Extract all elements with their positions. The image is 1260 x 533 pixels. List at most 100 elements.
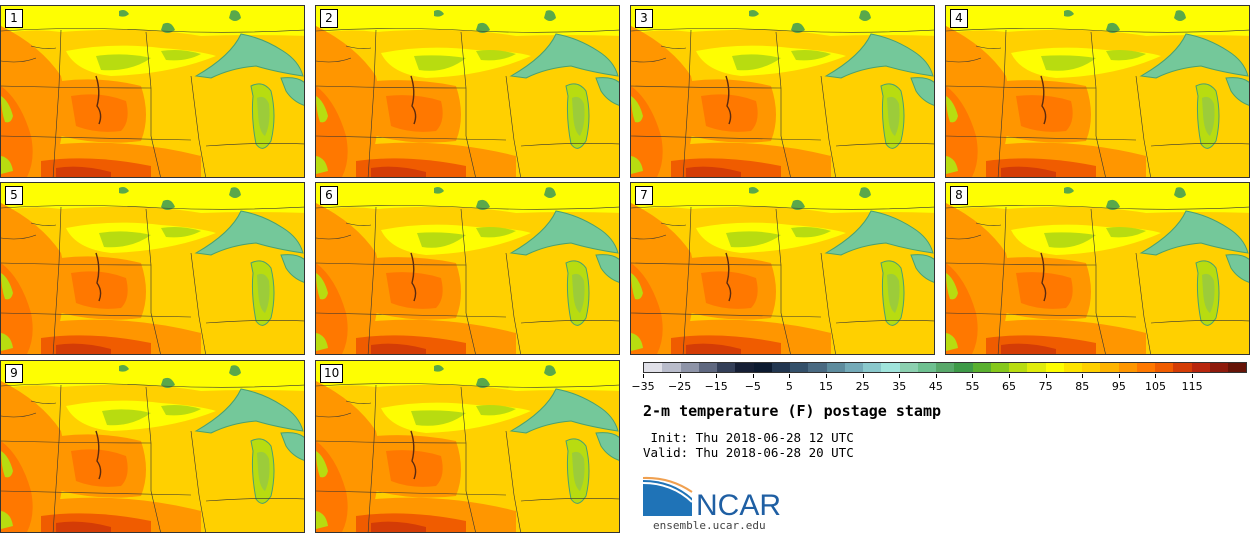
colorbar-tick-label: 75	[1038, 380, 1053, 393]
ensemble-member-panel: 4	[945, 5, 1250, 178]
colorbar-segment	[1100, 363, 1119, 372]
ensemble-member-panel: 9	[0, 360, 305, 533]
valid-time: Valid: Thu 2018-06-28 20 UTC	[643, 445, 854, 460]
ensemble-member-panel: 7	[630, 182, 935, 355]
ensemble-member-panel: 3	[630, 5, 935, 178]
colorbar-tick	[643, 374, 644, 378]
colorbar-segment	[1027, 363, 1046, 372]
colorbar-segment	[1173, 363, 1192, 372]
colorbar-tick-label: −35	[631, 380, 655, 393]
temperature-map	[1, 183, 304, 354]
temperature-map	[946, 6, 1249, 177]
colorbar-segment	[790, 363, 809, 372]
colorbar-segment	[1009, 363, 1028, 372]
temperature-map	[631, 183, 934, 354]
member-number-label: 4	[950, 9, 968, 28]
colorbar-segment	[936, 363, 955, 372]
colorbar-segment	[1155, 363, 1174, 372]
colorbar-segment	[717, 363, 736, 372]
colorbar-tick	[789, 374, 791, 378]
colorbar-tick	[826, 374, 828, 378]
temperature-map	[316, 183, 619, 354]
colorbar-segment	[863, 363, 882, 372]
colorbar-tick-label: −15	[704, 380, 728, 393]
ensemble-member-panel: 1	[0, 5, 305, 178]
temperature-map	[1, 6, 304, 177]
colorbar-segment	[917, 363, 936, 372]
colorbar-segment	[808, 363, 827, 372]
colorbar-segment	[954, 363, 973, 372]
colorbar-segment	[698, 363, 717, 372]
member-number-label: 6	[320, 186, 338, 205]
temperature-map	[946, 183, 1249, 354]
colorbar-tick-label: 115	[1181, 380, 1203, 393]
colorbar-segment	[1063, 363, 1082, 372]
colorbar-segment	[899, 363, 918, 372]
colorbar-segment	[1209, 363, 1228, 372]
colorbar-tick-label: −5	[744, 380, 761, 393]
colorbar-tick	[752, 374, 754, 378]
colorbar-tick	[972, 374, 974, 378]
colorbar-segment	[1118, 363, 1137, 372]
colorbar-tick-label: 105	[1144, 380, 1166, 393]
colorbar-tick-label: 95	[1111, 380, 1126, 393]
member-number-label: 3	[635, 9, 653, 28]
member-number-label: 5	[5, 186, 23, 205]
ensemble-member-panel: 8	[945, 182, 1250, 355]
colorbar-segment	[1191, 363, 1210, 372]
member-number-label: 2	[320, 9, 338, 28]
colorbar-tick-label: 65	[1002, 380, 1017, 393]
colorbar-tick-label: −25	[667, 380, 692, 393]
member-number-label: 10	[320, 364, 344, 383]
colorbar-segment	[844, 363, 863, 372]
colorbar-tick	[899, 374, 901, 378]
colorbar-segment	[753, 363, 772, 372]
colorbar-tick	[1045, 374, 1047, 378]
ensemble-member-panel: 2	[315, 5, 620, 178]
colorbar-tick-label: 45	[928, 380, 943, 393]
colorbar-segment	[680, 363, 699, 372]
figure-title: 2-m temperature (F) postage stamp	[643, 402, 942, 420]
colorbar-tick	[1192, 374, 1194, 378]
colorbar-tick	[935, 374, 937, 378]
colorbar-tick-label: 55	[965, 380, 980, 393]
colorbar-segment	[771, 363, 790, 372]
colorbar-tick-label: 85	[1075, 380, 1090, 393]
colorbar-segment	[1228, 363, 1247, 372]
ensemble-member-panel: 6	[315, 182, 620, 355]
init-time: Init: Thu 2018-06-28 12 UTC	[643, 430, 854, 445]
colorbar-tick	[679, 374, 681, 378]
colorbar-segment	[644, 363, 663, 372]
colorbar-tick	[1009, 374, 1011, 378]
colorbar-tick	[1118, 374, 1120, 378]
ensemble-url: ensemble.ucar.edu	[653, 519, 766, 532]
colorbar-tick-label: 25	[855, 380, 870, 393]
colorbar-segment	[990, 363, 1009, 372]
ensemble-member-panel: 10	[315, 360, 620, 533]
member-number-label: 1	[5, 9, 23, 28]
colorbar-tick-label: 5	[785, 380, 793, 393]
temperature-map	[631, 6, 934, 177]
temperature-map	[316, 361, 619, 532]
ncar-logo-text: NCAR	[696, 489, 781, 518]
colorbar-segment	[826, 363, 845, 372]
colorbar-segment	[662, 363, 681, 372]
ensemble-member-panel: 5	[0, 182, 305, 355]
member-number-label: 9	[5, 364, 23, 383]
colorbar-tick	[1082, 374, 1084, 378]
colorbar-tick-labels: −35 −25 −15 −5 5 15 25 35 45 55 65 75 85 95 105 115	[631, 374, 1247, 396]
colorbar-tick-label: 35	[892, 380, 907, 393]
colorbar-segment	[1136, 363, 1155, 372]
colorbar-tick	[862, 374, 864, 378]
temperature-map	[316, 6, 619, 177]
temperature-map	[1, 361, 304, 532]
colorbar-segment	[1082, 363, 1101, 372]
colorbar-segment	[1045, 363, 1064, 372]
colorbar-tick-label: 15	[819, 380, 834, 393]
temperature-colorbar	[643, 362, 1247, 373]
colorbar-segment	[735, 363, 754, 372]
ncar-logo: NCAR	[642, 476, 792, 522]
member-number-label: 8	[950, 186, 968, 205]
colorbar-tick	[716, 374, 718, 378]
colorbar-segment	[881, 363, 900, 372]
